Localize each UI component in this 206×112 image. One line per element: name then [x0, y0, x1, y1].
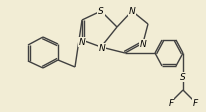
Text: S: S: [179, 72, 185, 82]
Text: N: N: [128, 6, 135, 15]
Text: N: N: [98, 43, 105, 53]
Text: F: F: [168, 98, 173, 108]
Text: F: F: [192, 98, 197, 108]
Text: N: N: [78, 38, 85, 46]
Text: N: N: [139, 40, 146, 48]
Text: S: S: [98, 6, 103, 15]
